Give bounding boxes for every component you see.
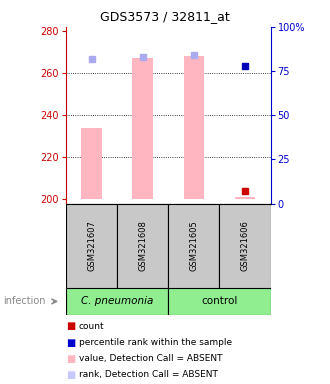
- Bar: [168, 204, 219, 288]
- Text: GSM321608: GSM321608: [138, 220, 147, 271]
- Text: ■: ■: [66, 321, 76, 331]
- Bar: [117, 204, 168, 288]
- Text: value, Detection Call = ABSENT: value, Detection Call = ABSENT: [79, 354, 222, 363]
- Text: GSM321605: GSM321605: [189, 220, 198, 271]
- Text: infection: infection: [3, 296, 46, 306]
- Text: GDS3573 / 32811_at: GDS3573 / 32811_at: [100, 10, 230, 23]
- Text: control: control: [201, 296, 238, 306]
- Bar: [168, 288, 271, 315]
- Text: rank, Detection Call = ABSENT: rank, Detection Call = ABSENT: [79, 370, 217, 379]
- Bar: [219, 204, 271, 288]
- Text: ■: ■: [66, 354, 76, 364]
- Text: count: count: [79, 322, 104, 331]
- Text: ■: ■: [66, 338, 76, 348]
- Text: C. pneumonia: C. pneumonia: [81, 296, 153, 306]
- Bar: [183, 56, 204, 199]
- Text: ■: ■: [66, 370, 76, 380]
- Bar: [132, 58, 153, 199]
- Bar: [235, 197, 255, 199]
- Bar: [66, 204, 117, 288]
- Bar: [66, 288, 168, 315]
- Text: GSM321606: GSM321606: [241, 220, 249, 271]
- Bar: [81, 128, 102, 199]
- Text: percentile rank within the sample: percentile rank within the sample: [79, 338, 232, 347]
- Text: GSM321607: GSM321607: [87, 220, 96, 271]
